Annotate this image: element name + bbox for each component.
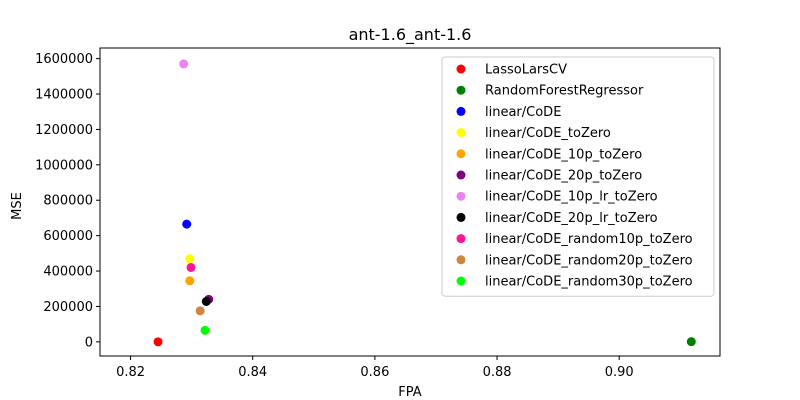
legend-marker (456, 276, 466, 286)
y-tick-label: 1600000 (35, 52, 93, 67)
legend-label: linear/CoDE_10p_toZero (485, 147, 642, 162)
x-tick-label: 0.90 (605, 365, 634, 380)
data-point (185, 276, 195, 286)
x-tick-label: 0.82 (116, 365, 145, 380)
legend-label: linear/CoDE_random30p_toZero (485, 275, 693, 290)
legend-marker (456, 191, 466, 201)
legend-marker (456, 149, 466, 159)
y-tick-label: 0 (85, 335, 93, 350)
y-tick-label: 400000 (43, 265, 93, 280)
data-point (185, 254, 195, 264)
legend-label: linear/CoDE_20p_toZero (485, 169, 642, 184)
x-tick-label: 0.88 (483, 365, 512, 380)
legend-label: LassoLarsCV (485, 63, 567, 78)
legend-label: RandomForestRegressor (485, 84, 644, 99)
legend-box (441, 56, 715, 297)
legend-label: linear/CoDE_random10p_toZero (485, 232, 693, 247)
data-point (195, 306, 205, 316)
legend-label: linear/CoDE_toZero (485, 126, 611, 141)
legend-label: linear/CoDE (485, 105, 561, 120)
data-point (200, 325, 210, 335)
y-tick-label: 1400000 (35, 88, 93, 103)
data-point (186, 262, 196, 272)
y-tick-label: 600000 (43, 229, 93, 244)
legend-marker (456, 255, 466, 265)
x-tick-label: 0.84 (238, 365, 267, 380)
data-point (153, 337, 163, 347)
plot-area: 0.82 0.84 0.86 0.88 0.90 0 200000 400000 600000 8… (35, 47, 721, 380)
legend: LassoLarsCV RandomForestRegressor linear/C… (441, 56, 715, 297)
y-tick-label: 1200000 (35, 123, 93, 138)
x-tick-label: 0.86 (360, 365, 389, 380)
legend-label: linear/CoDE_random20p_toZero (485, 253, 693, 268)
data-point (182, 219, 192, 229)
legend-marker (456, 106, 466, 116)
legend-marker (456, 128, 466, 138)
legend-label: linear/CoDE_10p_lr_toZero (485, 190, 658, 205)
data-point (179, 59, 189, 69)
legend-marker (456, 212, 466, 222)
y-tick-label: 200000 (43, 300, 93, 315)
plot-frame (99, 47, 721, 357)
data-point (686, 337, 696, 347)
legend-marker (456, 64, 466, 74)
y-tick-label: 800000 (43, 194, 93, 209)
x-axis-title: FPA (398, 385, 421, 400)
data-point (201, 296, 211, 306)
y-axis-title: MSE (10, 192, 25, 220)
legend-marker (456, 170, 466, 180)
legend-marker (456, 234, 466, 244)
y-tick-label: 1000000 (35, 158, 93, 173)
chart-title: ant-1.6_ant-1.6 (349, 25, 472, 45)
legend-marker (456, 85, 466, 95)
legend-label: linear/CoDE_20p_lr_toZero (485, 211, 658, 226)
